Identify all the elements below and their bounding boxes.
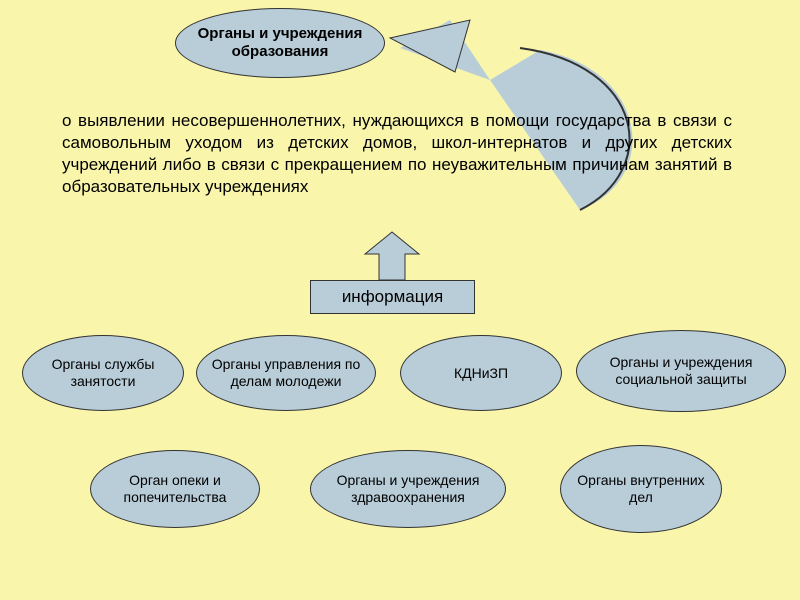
node-employment: Органы службы занятости bbox=[22, 335, 184, 411]
up-arrow-icon bbox=[365, 232, 419, 280]
node-label: Органы службы занятости bbox=[33, 356, 173, 390]
diagram-canvas: Органы и учреждения образования о выявле… bbox=[0, 0, 800, 600]
node-label: КДНиЗП bbox=[454, 365, 508, 382]
node-guardianship: Орган опеки и попечительства bbox=[90, 450, 260, 528]
body-text: о выявлении несовершеннолетних, нуждающи… bbox=[62, 110, 732, 198]
node-label: Органы внутренних дел bbox=[571, 472, 711, 506]
up-arrow-shape bbox=[365, 232, 419, 280]
node-top-education: Органы и учреждения образования bbox=[175, 8, 385, 78]
node-label: Органы управления по делам молодежи bbox=[207, 356, 365, 390]
node-internal-affairs: Органы внутренних дел bbox=[560, 445, 722, 533]
node-social: Органы и учреждения социальной защиты bbox=[576, 330, 786, 412]
node-kdnizp: КДНиЗП bbox=[400, 335, 562, 411]
box-information: информация bbox=[310, 280, 475, 314]
node-top-label: Органы и учреждения образования bbox=[186, 25, 374, 61]
box-information-label: информация bbox=[342, 287, 443, 307]
node-label: Органы и учреждения социальной защиты bbox=[587, 354, 775, 388]
node-health: Органы и учреждения здравоохранения bbox=[310, 450, 506, 528]
node-label: Орган опеки и попечительства bbox=[101, 472, 249, 506]
node-youth: Органы управления по делам молодежи bbox=[196, 335, 376, 411]
node-label: Органы и учреждения здравоохранения bbox=[321, 472, 495, 506]
